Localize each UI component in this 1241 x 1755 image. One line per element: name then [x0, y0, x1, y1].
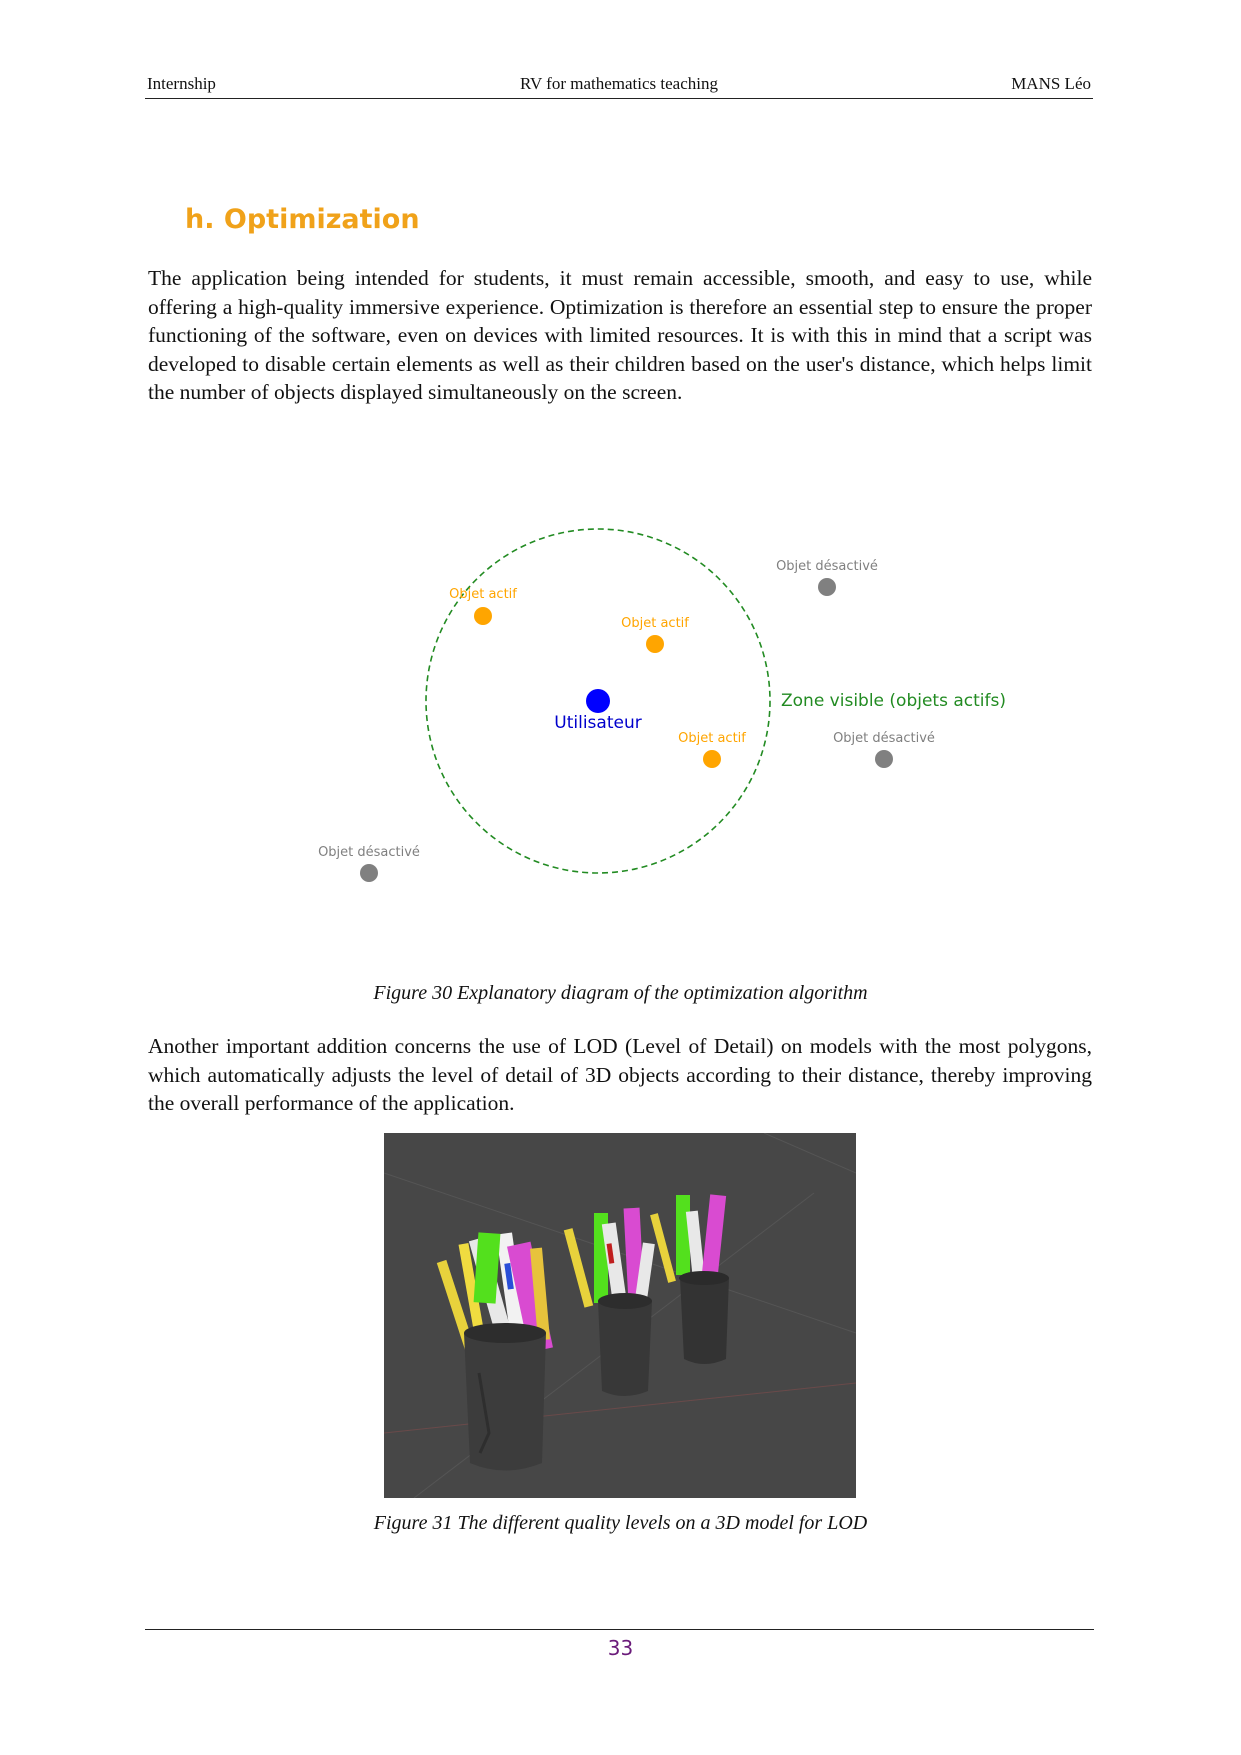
inactive-object-dot — [360, 864, 378, 882]
visible-zone-circle — [425, 528, 771, 874]
active-object-label: Objet actif — [678, 731, 746, 746]
header-left: Internship — [147, 74, 216, 93]
section-title: h. Optimization — [185, 204, 420, 235]
active-object-label: Objet actif — [449, 587, 517, 602]
inactive-object-label: Objet désactivé — [776, 559, 878, 574]
active-object-dot — [646, 635, 664, 653]
user-dot — [586, 689, 610, 713]
zone-label: Zone visible (objets actifs) — [781, 691, 1006, 711]
active-object-dot — [703, 750, 721, 768]
page-number: 33 — [607, 1636, 634, 1660]
pen-holder-mid-lod — [563, 1207, 655, 1396]
inactive-object-label: Objet désactivé — [833, 731, 935, 746]
active-object-label: Objet actif — [621, 616, 689, 631]
optimization-diagram: Zone visible (objets actifs) Utilisateur… — [318, 528, 1006, 882]
inactive-object-dot — [818, 578, 836, 596]
figure-31-caption: Figure 31 The different quality levels o… — [373, 1512, 868, 1534]
header-center: RV for mathematics teaching — [519, 74, 718, 93]
inactive-object-dot — [875, 750, 893, 768]
inactive-object-label: Objet désactivé — [318, 845, 420, 860]
page-header: Internship RV for mathematics teaching M… — [145, 72, 1093, 99]
user-label: Utilisateur — [554, 713, 641, 733]
footer-divider — [145, 1629, 1094, 1630]
header-right: MANS Léo — [1011, 74, 1091, 93]
lod-render-image — [384, 1133, 856, 1498]
lod-paragraph: Another important addition concerns the … — [148, 1034, 1092, 1116]
active-object-dot — [474, 607, 492, 625]
figure-30-caption: Figure 30 Explanatory diagram of the opt… — [373, 982, 868, 1004]
pen-holder-high-lod — [436, 1232, 553, 1471]
intro-paragraph: The application being intended for stude… — [148, 266, 1092, 405]
pen-holder-low-lod — [650, 1194, 729, 1364]
